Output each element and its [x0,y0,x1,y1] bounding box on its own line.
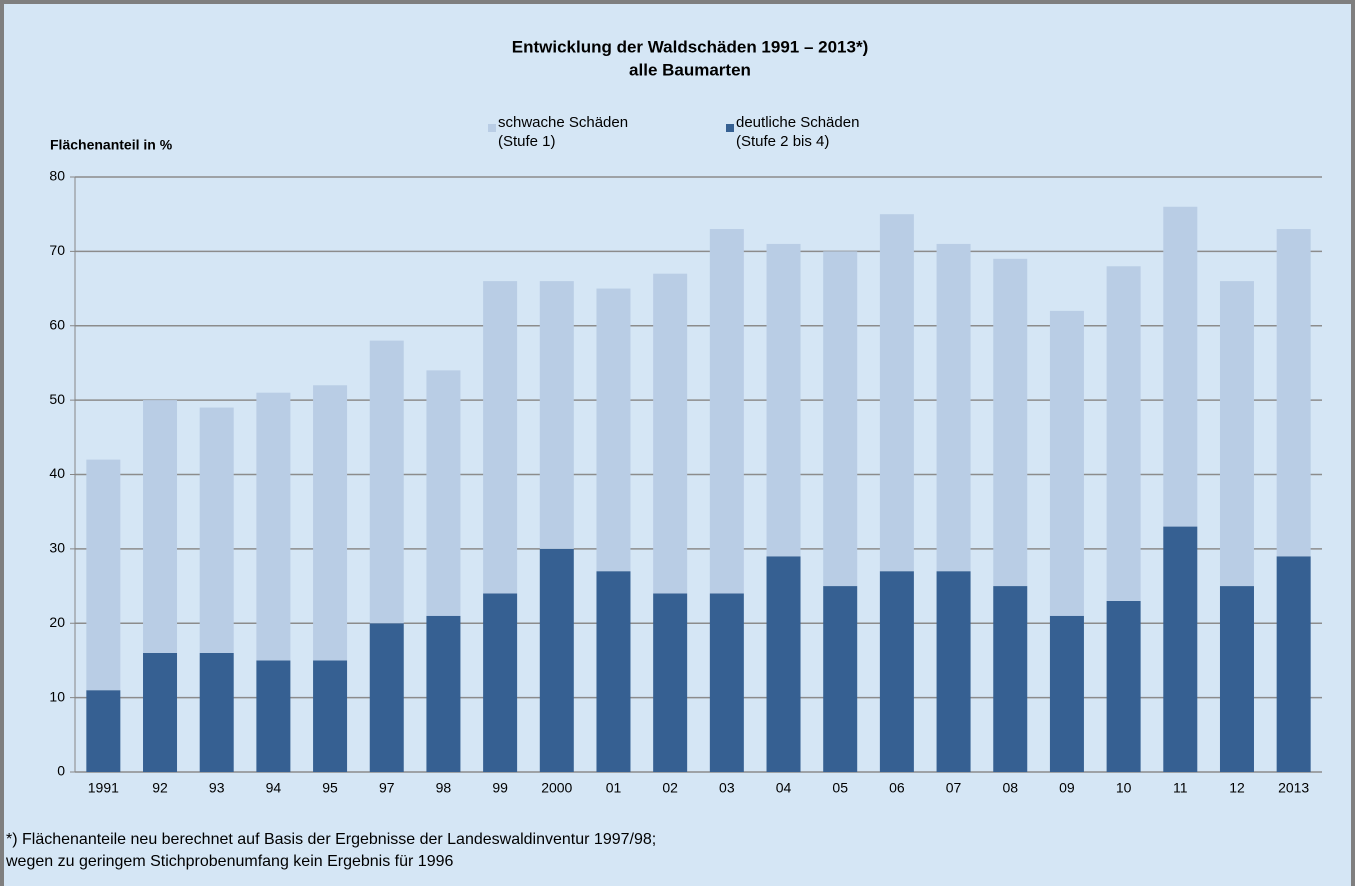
bar-segment [86,459,121,691]
bar-segment [539,548,574,772]
bar-segment [709,229,744,594]
legend-entry: schwache Schäden (Stufe 1) [498,114,629,150]
y-axis-label: Flächenanteil in % [50,137,173,153]
bar-segment [993,586,1028,772]
bar-segment [199,653,234,772]
legend-swatch [488,124,496,132]
x-tick-label: 08 [1002,780,1018,796]
chart: Entwicklung der Waldschäden 1991 – 2013*… [49,37,1322,796]
bar-segment [1276,556,1311,772]
x-tick-label: 11 [1173,780,1188,796]
x-tick-label: 05 [832,780,848,796]
x-tick-label: 94 [266,780,282,796]
x-tick-label: 99 [492,780,508,796]
bar-segment [1106,266,1141,601]
y-tick-label: 20 [49,614,65,630]
bar-segment [256,660,291,772]
x-tick-label: 93 [209,780,225,796]
chart-title: Entwicklung der Waldschäden 1991 – 2013*… [512,37,869,56]
bar-segment [653,593,688,772]
x-tick-label: 1991 [88,780,119,796]
bar-segment [483,593,518,772]
bar-segment [823,586,858,772]
x-tick-label: 06 [889,780,905,796]
x-tick-label: 2013 [1278,780,1309,796]
bar-segment [369,340,404,624]
x-tick-label: 01 [606,780,622,796]
bar-segment [483,281,518,594]
bar-segment [596,288,631,572]
legend-swatch [726,124,734,132]
x-tick-label: 03 [719,780,735,796]
footnote: wegen zu geringem Stichprobenumfang kein… [6,853,454,870]
bar-segment [143,400,178,653]
y-tick-label: 80 [49,168,65,184]
x-tick-label: 10 [1116,780,1132,796]
y-tick-label: 70 [49,242,65,258]
y-tick-label: 30 [49,540,65,556]
bar-segment [313,385,348,661]
bar-segment [426,370,461,616]
x-tick-label: 98 [436,780,452,796]
bar-segment [86,690,121,772]
bar-segment [1219,586,1254,772]
bar-segment [199,407,234,653]
bar-segment [539,281,574,549]
bar-segment [596,571,631,772]
y-tick-label: 60 [49,316,65,332]
x-tick-label: 12 [1229,780,1245,796]
bar-segment [766,243,801,557]
bar-segment [1219,281,1254,587]
bar-segment [936,243,971,572]
legend-entry: deutliche Schäden (Stufe 2 bis 4) [736,114,860,150]
bar-segment [143,653,178,772]
x-tick-label: 92 [152,780,168,796]
x-tick-label: 04 [776,780,792,796]
bar-segment [823,251,858,587]
bar-segment [993,258,1028,587]
y-tick-label: 50 [49,391,65,407]
bar-segment [709,593,744,772]
bar-segment [936,571,971,772]
bar-segment [653,273,688,594]
bar-segment [313,660,348,772]
x-tick-label: 95 [322,780,338,796]
bar-segment [766,556,801,772]
footnote: *) Flächenanteile neu berechnet auf Basi… [6,831,657,848]
x-tick-label: 97 [379,780,395,796]
bar-segment [879,571,914,772]
x-tick-label: 07 [946,780,962,796]
bar-segment [1106,600,1141,772]
bar-segment [1049,310,1084,616]
chart-subtitle: alle Baumarten [629,60,751,79]
bar-segment [256,392,291,661]
bar-segment [1276,229,1311,557]
bar-segment [426,615,461,772]
bar-segment [879,214,914,572]
bar-segment [1049,615,1084,772]
y-tick-label: 10 [49,688,65,704]
x-tick-label: 2000 [541,780,572,796]
y-tick-label: 0 [57,763,65,779]
bar-segment [1163,206,1198,527]
bar-segment [1163,526,1198,772]
x-tick-label: 09 [1059,780,1075,796]
x-tick-label: 02 [662,780,678,796]
bar-segment [369,623,404,772]
y-tick-label: 40 [49,465,65,481]
